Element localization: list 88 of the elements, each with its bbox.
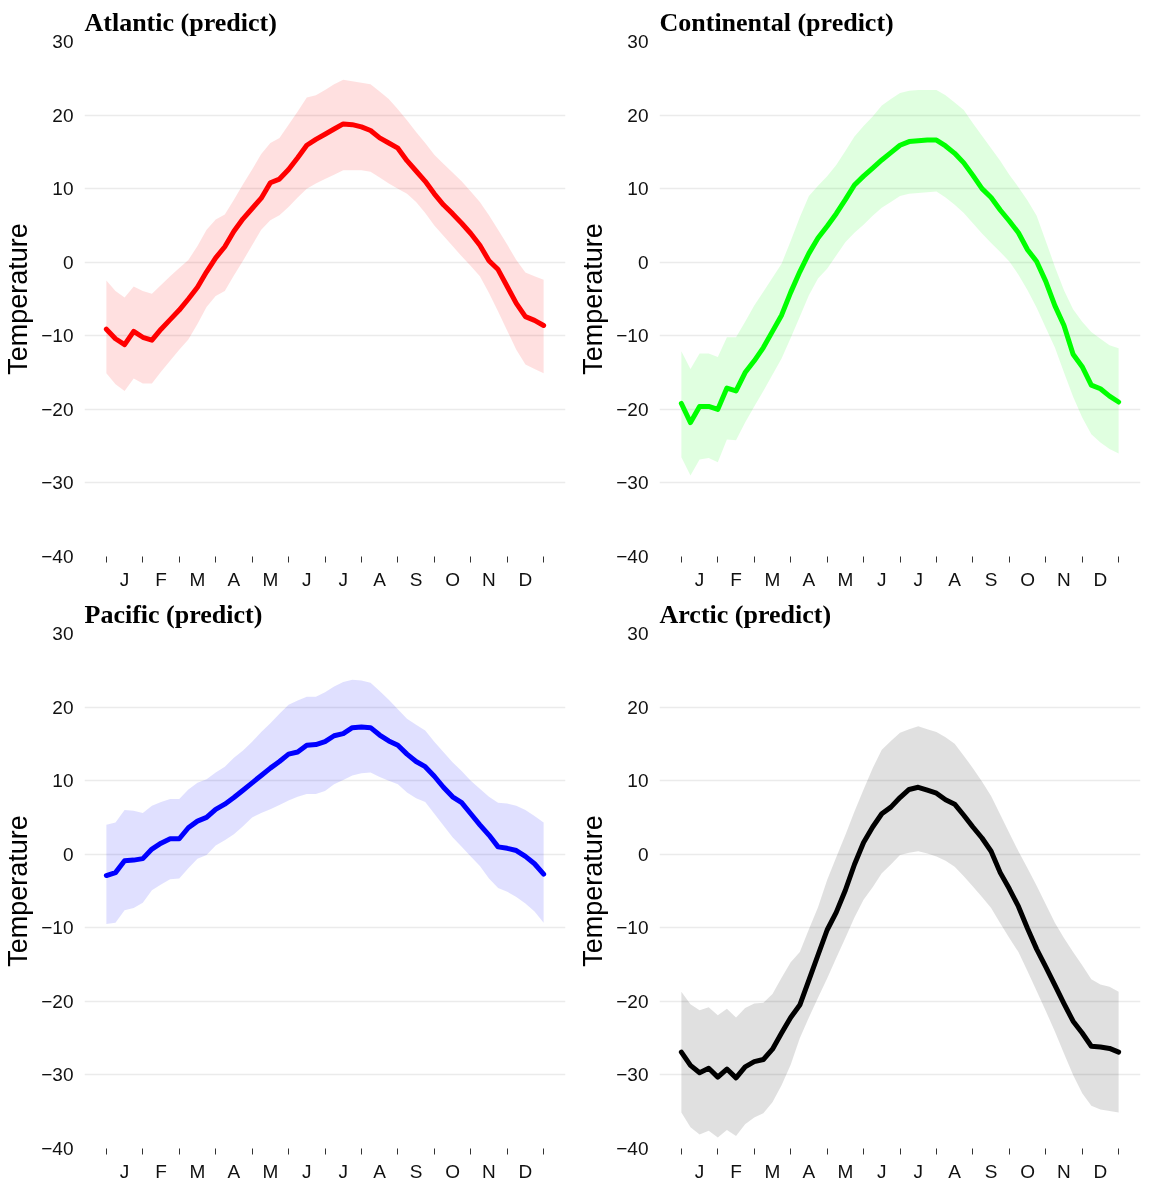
chart-title: Continental (predict) [659, 7, 894, 37]
y-tick-label: −10 [616, 917, 649, 939]
x-tick-label: O [1020, 1160, 1035, 1182]
x-tick-label: J [302, 1160, 312, 1182]
x-tick-label: O [1020, 568, 1035, 590]
x-tick-label: S [409, 568, 423, 590]
y-tick-label: 20 [627, 104, 649, 126]
x-tick-label: S [409, 1160, 423, 1182]
y-tick-label: 20 [52, 696, 74, 718]
y-tick-label: 30 [52, 623, 74, 644]
x-tick-label: O [445, 568, 460, 590]
y-tick-label: −30 [616, 472, 649, 494]
x-tick-label: M [262, 1160, 279, 1182]
x-tick-label: J [877, 1160, 887, 1182]
x-tick-label: M [262, 568, 279, 590]
x-tick-label: A [802, 568, 816, 590]
x-tick-label: J [338, 568, 348, 590]
x-tick-label: M [189, 568, 206, 590]
x-tick-label: A [227, 568, 241, 590]
chart-title: Arctic (predict) [659, 599, 832, 629]
x-tick-label: A [227, 1160, 241, 1182]
y-tick-label: 0 [62, 251, 74, 273]
y-axis-title: Temperature [3, 815, 34, 967]
x-tick-label: J [338, 1160, 348, 1182]
y-tick-label: 10 [627, 178, 649, 200]
x-tick-label: N [482, 1160, 496, 1182]
x-tick-label: J [877, 568, 887, 590]
x-tick-label: M [764, 1160, 781, 1182]
y-axis-title: Temperature [578, 223, 609, 375]
y-tick-label: 10 [627, 770, 649, 792]
y-tick-label: −40 [616, 1138, 649, 1159]
x-tick-label: S [984, 568, 998, 590]
x-tick-label: N [1057, 1160, 1071, 1182]
x-tick-label: A [373, 1160, 387, 1182]
x-tick-label: F [155, 568, 167, 590]
x-tick-label: M [189, 1160, 206, 1182]
x-tick-label: A [802, 1160, 816, 1182]
y-tick-label: −10 [41, 325, 74, 347]
y-tick-label: −10 [616, 325, 649, 347]
x-tick-label: D [518, 568, 533, 590]
y-tick-label: 20 [627, 696, 649, 718]
x-tick-label: J [694, 568, 705, 590]
y-axis-title: Temperature [3, 223, 34, 375]
y-tick-label: −20 [616, 398, 649, 420]
y-tick-label: 0 [637, 251, 649, 273]
y-tick-label: 0 [637, 843, 649, 865]
x-tick-label: A [948, 1160, 962, 1182]
y-tick-label: −30 [41, 472, 74, 494]
y-tick-label: −20 [616, 990, 649, 1012]
x-tick-label: J [913, 568, 923, 590]
x-tick-label: J [302, 568, 312, 590]
y-tick-label: 30 [627, 31, 649, 52]
y-axis-title: Temperature [578, 815, 609, 967]
y-tick-label: −20 [41, 398, 74, 420]
x-tick-label: A [373, 568, 387, 590]
x-tick-label: N [482, 568, 496, 590]
y-tick-label: −40 [41, 1138, 74, 1159]
x-tick-label: M [764, 568, 781, 590]
x-tick-label: O [445, 1160, 460, 1182]
y-tick-label: −30 [616, 1064, 649, 1086]
x-tick-label: F [730, 1160, 742, 1182]
x-tick-label: J [694, 1160, 705, 1182]
y-tick-label: 10 [52, 178, 74, 200]
x-tick-label: D [1093, 568, 1108, 590]
x-tick-label: A [948, 568, 962, 590]
y-tick-label: −10 [41, 917, 74, 939]
chart-title: Pacific (predict) [84, 599, 263, 629]
x-tick-label: M [837, 568, 854, 590]
x-tick-label: M [837, 1160, 854, 1182]
y-tick-label: 0 [62, 843, 74, 865]
x-tick-label: J [119, 568, 130, 590]
y-tick-label: −30 [41, 1064, 74, 1086]
x-tick-label: F [155, 1160, 167, 1182]
x-tick-label: D [518, 1160, 533, 1182]
y-tick-label: 30 [627, 623, 649, 644]
x-tick-label: J [119, 1160, 130, 1182]
chart-title: Atlantic (predict) [84, 7, 277, 37]
x-tick-label: D [1093, 1160, 1108, 1182]
y-tick-label: −40 [41, 546, 74, 567]
x-tick-label: S [984, 1160, 998, 1182]
y-tick-label: 30 [52, 31, 74, 52]
y-tick-label: −20 [41, 990, 74, 1012]
y-tick-label: 10 [52, 770, 74, 792]
y-tick-label: 20 [52, 104, 74, 126]
y-tick-label: −40 [616, 546, 649, 567]
x-tick-label: J [913, 1160, 923, 1182]
x-tick-label: F [730, 568, 742, 590]
x-tick-label: N [1057, 568, 1071, 590]
